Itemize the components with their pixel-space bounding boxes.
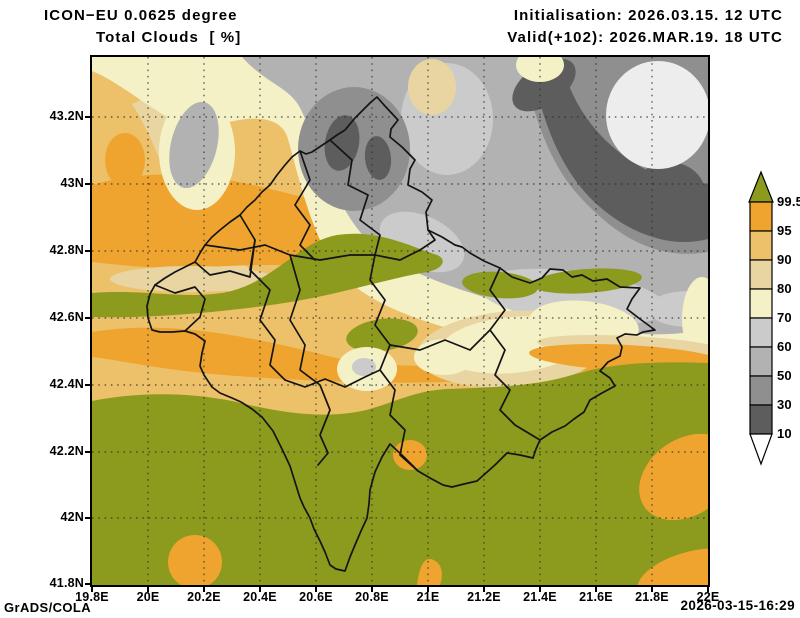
fill-green-patch-2 (462, 271, 538, 299)
x-axis-tick-label: 20.4E (243, 590, 277, 604)
political-borders (146, 96, 656, 572)
y-axis-tick (85, 183, 91, 185)
colorbar-tick-label: 90 (777, 252, 792, 267)
fill-clear-spot (606, 61, 708, 169)
colorbar-tick-label: 50 (777, 368, 792, 383)
x-axis-tick-label: 20.2E (187, 590, 221, 604)
model-title: ICON−EU 0.0625 degree (44, 7, 238, 24)
fill-pale-corner (92, 57, 150, 69)
fill-cream-right-edge (682, 277, 708, 361)
fill-green-patch-3 (532, 268, 642, 294)
cloud-cover-map (92, 57, 708, 585)
kosovo-outer-border (146, 96, 656, 572)
x-axis-tick (259, 587, 261, 592)
fill-orange-blob-south (393, 440, 427, 470)
x-axis-tick-label: 20.8E (355, 590, 389, 604)
fill-pale-top-spot (516, 57, 564, 82)
y-axis-tick-label: 43N (60, 176, 84, 190)
fill-orange-notch-bottom (417, 558, 442, 585)
fill-orange-bottomright (637, 548, 708, 585)
colorbar-tick-label: 80 (777, 281, 792, 296)
y-axis-tick (85, 384, 91, 386)
fill-dark-spot-2 (364, 136, 392, 180)
colorbar (748, 170, 774, 466)
y-axis-tick (85, 317, 91, 319)
grads-credit: GrADS/COLA (4, 600, 92, 615)
x-axis-tick-label: 21.2E (467, 590, 501, 604)
x-axis-tick (315, 587, 317, 592)
colorbar-seg-10-30 (749, 404, 773, 435)
colorbar-seg-50-60 (749, 346, 773, 377)
y-axis-tick (85, 451, 91, 453)
x-axis-tick (539, 587, 541, 592)
colorbar-seg-30-50 (749, 375, 773, 406)
colorbar-tick-label: 99.5 (777, 194, 800, 209)
x-axis-tick-label: 21.8E (635, 590, 669, 604)
y-axis-tick-label: 43.2N (49, 109, 84, 123)
x-axis-tick-label: 21.4E (523, 590, 557, 604)
colorbar-seg-95-99.5 (749, 201, 773, 232)
x-axis-tick (651, 587, 653, 592)
colorbar-tick-label: 10 (777, 426, 792, 441)
fill-orange-blob-southwest (168, 535, 222, 585)
fill-cream-center-3 (414, 339, 474, 375)
x-axis-tick (371, 587, 373, 592)
y-axis-tick (85, 250, 91, 252)
x-axis-tick-label: 22E (696, 590, 720, 604)
fill-green-south-field (92, 362, 708, 585)
fill-gray-tongue (169, 101, 219, 189)
x-axis-tick (91, 587, 93, 592)
fill-tan-top-spot (408, 59, 456, 115)
y-axis-tick-label: 42.2N (49, 444, 84, 458)
y-axis-tick-label: 42.4N (49, 377, 84, 391)
y-axis-tick-label: 42.8N (49, 243, 84, 257)
colorbar-seg-80-90 (749, 259, 773, 290)
colorbar-tick-label: 95 (777, 223, 792, 238)
x-axis-tick (707, 587, 709, 592)
map-plot-area (90, 55, 710, 587)
y-axis-tick (85, 116, 91, 118)
x-axis-tick (427, 587, 429, 592)
colorbar-tick-label: 30 (777, 397, 792, 412)
y-axis-tick (85, 517, 91, 519)
x-axis-tick (483, 587, 485, 592)
creation-timestamp: 2026-03-15-16:29 (680, 598, 795, 613)
y-axis-tick-label: 42N (60, 510, 84, 524)
fill-dark-blob-right (633, 162, 705, 224)
x-axis-tick-label: 20E (136, 590, 160, 604)
x-axis-tick (203, 587, 205, 592)
initialisation-time: Initialisation: 2026.03.15. 12 UTC (513, 7, 783, 24)
x-axis-tick (595, 587, 597, 592)
colorbar-arrow-top (748, 170, 774, 203)
y-axis-tick-label: 41.8N (49, 576, 84, 590)
x-axis-tick-label: 21E (416, 590, 440, 604)
fill-dark-spot-1 (324, 115, 360, 171)
colorbar-tick-label: 70 (777, 310, 792, 325)
y-axis-tick (85, 583, 91, 585)
y-axis-tick-label: 42.6N (49, 310, 84, 324)
x-axis-tick-label: 21.6E (579, 590, 613, 604)
colorbar-seg-60-70 (749, 317, 773, 348)
x-axis-tick-label: 20.6E (299, 590, 333, 604)
x-axis-tick-label: 19.8E (75, 590, 109, 604)
colorbar-seg-70-80 (749, 288, 773, 319)
valid-time: Valid(+102): 2026.MAR.19. 18 UTC (507, 29, 783, 46)
variable-title: Total Clouds [ %] (96, 29, 242, 46)
colorbar-arrow-bottom (749, 433, 773, 466)
fill-gray-bullseye (352, 358, 376, 376)
fill-orange-streak-right (639, 433, 708, 521)
colorbar-seg-90-95 (749, 230, 773, 261)
colorbar-tick-label: 60 (777, 339, 792, 354)
fill-orange-spot-west (105, 133, 145, 187)
x-axis-tick (147, 587, 149, 592)
